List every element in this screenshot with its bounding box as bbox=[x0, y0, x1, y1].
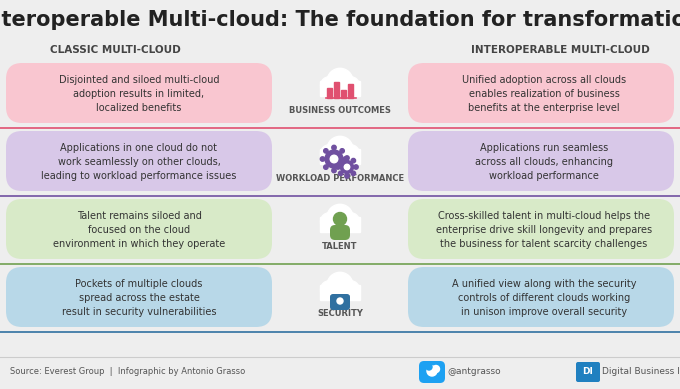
Circle shape bbox=[341, 213, 360, 231]
Bar bbox=[333, 82, 339, 98]
Circle shape bbox=[345, 174, 350, 178]
FancyBboxPatch shape bbox=[576, 362, 600, 382]
Circle shape bbox=[327, 68, 353, 94]
Text: Unified adoption across all clouds
enables realization of business
benefits at t: Unified adoption across all clouds enabl… bbox=[462, 75, 626, 113]
Circle shape bbox=[327, 272, 353, 298]
Bar bbox=[320, 285, 360, 300]
FancyBboxPatch shape bbox=[6, 63, 272, 123]
Text: TALENT: TALENT bbox=[322, 242, 358, 251]
Circle shape bbox=[328, 286, 344, 302]
Bar bbox=[320, 81, 360, 96]
Circle shape bbox=[341, 145, 360, 163]
FancyBboxPatch shape bbox=[6, 131, 272, 191]
FancyBboxPatch shape bbox=[408, 63, 674, 123]
Circle shape bbox=[328, 218, 344, 234]
Circle shape bbox=[320, 157, 325, 161]
Circle shape bbox=[320, 77, 339, 95]
Text: Applications run seamless
across all clouds, enhancing
workload performance: Applications run seamless across all clo… bbox=[475, 143, 613, 181]
Circle shape bbox=[337, 298, 343, 304]
Circle shape bbox=[427, 366, 437, 376]
Circle shape bbox=[345, 156, 350, 160]
Circle shape bbox=[332, 168, 336, 173]
Circle shape bbox=[320, 213, 339, 231]
Circle shape bbox=[340, 165, 344, 169]
Bar bbox=[320, 149, 360, 164]
FancyBboxPatch shape bbox=[408, 267, 674, 327]
Text: Disjointed and siloed multi-cloud
adoption results in limited,
localized benefit: Disjointed and siloed multi-cloud adopti… bbox=[58, 75, 219, 113]
Bar bbox=[326, 88, 332, 98]
Circle shape bbox=[337, 286, 352, 302]
Circle shape bbox=[320, 145, 339, 163]
Circle shape bbox=[339, 158, 343, 163]
Circle shape bbox=[332, 145, 336, 150]
Circle shape bbox=[327, 136, 353, 162]
Text: CLASSIC MULTI-CLOUD: CLASSIC MULTI-CLOUD bbox=[50, 45, 180, 55]
Text: BUSINESS OUTCOMES: BUSINESS OUTCOMES bbox=[289, 105, 391, 114]
FancyBboxPatch shape bbox=[408, 131, 674, 191]
Circle shape bbox=[337, 82, 352, 98]
Text: Talent remains siloed and
focused on the cloud
environment in which they operate: Talent remains siloed and focused on the… bbox=[53, 211, 225, 249]
Circle shape bbox=[351, 171, 356, 175]
Circle shape bbox=[341, 280, 360, 299]
Bar bbox=[341, 90, 345, 98]
Text: DI: DI bbox=[583, 368, 594, 377]
Circle shape bbox=[343, 157, 347, 161]
Circle shape bbox=[432, 366, 439, 373]
Text: Applications in one cloud do not
work seamlessly on other clouds,
leading to wor: Applications in one cloud do not work se… bbox=[41, 143, 237, 181]
FancyBboxPatch shape bbox=[330, 225, 350, 240]
FancyBboxPatch shape bbox=[330, 294, 350, 310]
Circle shape bbox=[324, 149, 328, 153]
Text: A unified view along with the security
controls of different clouds working
in u: A unified view along with the security c… bbox=[452, 279, 636, 317]
Circle shape bbox=[333, 212, 347, 226]
Circle shape bbox=[351, 158, 356, 163]
Circle shape bbox=[330, 155, 338, 163]
Circle shape bbox=[328, 150, 344, 166]
Text: SECURITY: SECURITY bbox=[317, 310, 363, 319]
Circle shape bbox=[344, 164, 350, 170]
Text: Source: Everest Group  |  Infographic by Antonio Grasso: Source: Everest Group | Infographic by A… bbox=[10, 368, 245, 377]
Circle shape bbox=[324, 165, 328, 169]
Circle shape bbox=[341, 77, 360, 95]
Circle shape bbox=[337, 218, 352, 234]
Circle shape bbox=[325, 150, 343, 168]
Text: Interoperable Multi-cloud: The foundation for transformation: Interoperable Multi-cloud: The foundatio… bbox=[0, 10, 680, 30]
Bar bbox=[347, 84, 352, 98]
Text: Pockets of multiple clouds
spread across the estate
result in security vulnerabi: Pockets of multiple clouds spread across… bbox=[62, 279, 216, 317]
FancyBboxPatch shape bbox=[408, 199, 674, 259]
Text: Cross-skilled talent in multi-cloud helps the
enterprise drive skill longevity a: Cross-skilled talent in multi-cloud help… bbox=[436, 211, 652, 249]
Circle shape bbox=[354, 165, 358, 169]
FancyBboxPatch shape bbox=[6, 199, 272, 259]
Bar bbox=[320, 217, 360, 231]
Circle shape bbox=[328, 82, 344, 98]
Text: Digital Business Innovation: Digital Business Innovation bbox=[602, 368, 680, 377]
Text: INTEROPERABLE MULTI-CLOUD: INTEROPERABLE MULTI-CLOUD bbox=[471, 45, 649, 55]
Circle shape bbox=[336, 165, 340, 169]
Circle shape bbox=[320, 280, 339, 299]
FancyBboxPatch shape bbox=[6, 267, 272, 327]
Text: @antgrasso: @antgrasso bbox=[447, 368, 500, 377]
Circle shape bbox=[426, 364, 432, 370]
Circle shape bbox=[340, 149, 344, 153]
Text: WORKLOAD PERFORMANCE: WORKLOAD PERFORMANCE bbox=[276, 173, 404, 182]
Circle shape bbox=[327, 204, 353, 230]
Circle shape bbox=[339, 171, 343, 175]
Circle shape bbox=[341, 161, 354, 173]
Circle shape bbox=[337, 150, 352, 166]
FancyBboxPatch shape bbox=[419, 361, 445, 383]
